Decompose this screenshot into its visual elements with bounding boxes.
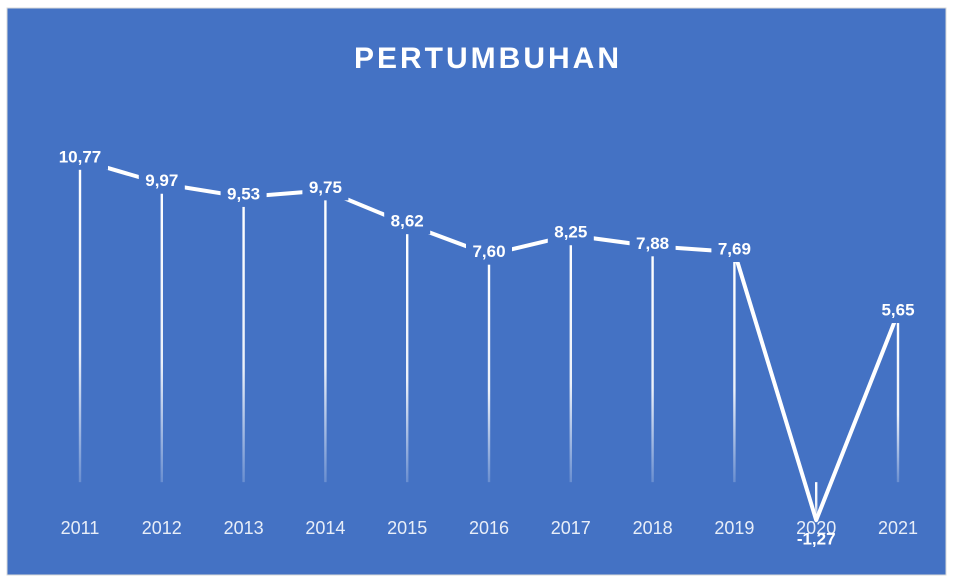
data-label: 7,60 bbox=[472, 242, 505, 261]
drop-line bbox=[651, 246, 654, 483]
plot-background bbox=[6, 7, 947, 576]
label-background bbox=[466, 240, 512, 265]
x-tick-label: 2019 bbox=[714, 518, 754, 538]
drop-line bbox=[733, 251, 736, 483]
x-tick-label: 2020 bbox=[796, 518, 836, 538]
data-label: 8,62 bbox=[391, 212, 424, 231]
data-label: 9,75 bbox=[309, 178, 342, 197]
data-label: 8,25 bbox=[554, 223, 587, 242]
label-background bbox=[52, 145, 108, 170]
label-background bbox=[220, 182, 267, 207]
label-background bbox=[547, 221, 594, 246]
data-label: 7,88 bbox=[636, 234, 669, 253]
x-tick-label: 2017 bbox=[551, 518, 591, 538]
data-label: -1,27 bbox=[797, 530, 836, 549]
data-label: 7,69 bbox=[718, 239, 751, 258]
drop-line bbox=[406, 224, 409, 483]
data-label: 10,77 bbox=[59, 147, 102, 166]
drop-line bbox=[896, 313, 900, 483]
label-background bbox=[711, 237, 758, 262]
drop-line bbox=[242, 196, 245, 483]
x-tick-label: 2012 bbox=[142, 518, 182, 538]
data-label: 9,97 bbox=[145, 171, 178, 190]
x-tick-label: 2013 bbox=[224, 518, 264, 538]
label-background bbox=[629, 232, 676, 257]
data-label: 5,65 bbox=[881, 301, 914, 320]
x-tick-label: 2011 bbox=[61, 518, 100, 538]
drop-line bbox=[78, 159, 82, 483]
drop-line bbox=[569, 235, 572, 483]
drop-line bbox=[160, 183, 163, 483]
x-tick-label: 2014 bbox=[305, 518, 345, 538]
x-tick-label: 2016 bbox=[469, 518, 509, 538]
drop-line bbox=[324, 190, 327, 483]
data-label: 9,53 bbox=[227, 184, 260, 203]
x-tick-label: 2015 bbox=[387, 518, 427, 538]
label-background bbox=[302, 176, 349, 201]
x-tick-label: 2021 bbox=[878, 518, 918, 538]
chart-title: PERTUMBUHAN bbox=[354, 42, 622, 75]
label-background bbox=[875, 299, 921, 324]
drop-line bbox=[487, 254, 491, 483]
label-background bbox=[384, 210, 431, 235]
drop-line bbox=[815, 482, 818, 521]
x-tick-label: 2018 bbox=[633, 518, 673, 538]
label-background bbox=[138, 169, 185, 194]
